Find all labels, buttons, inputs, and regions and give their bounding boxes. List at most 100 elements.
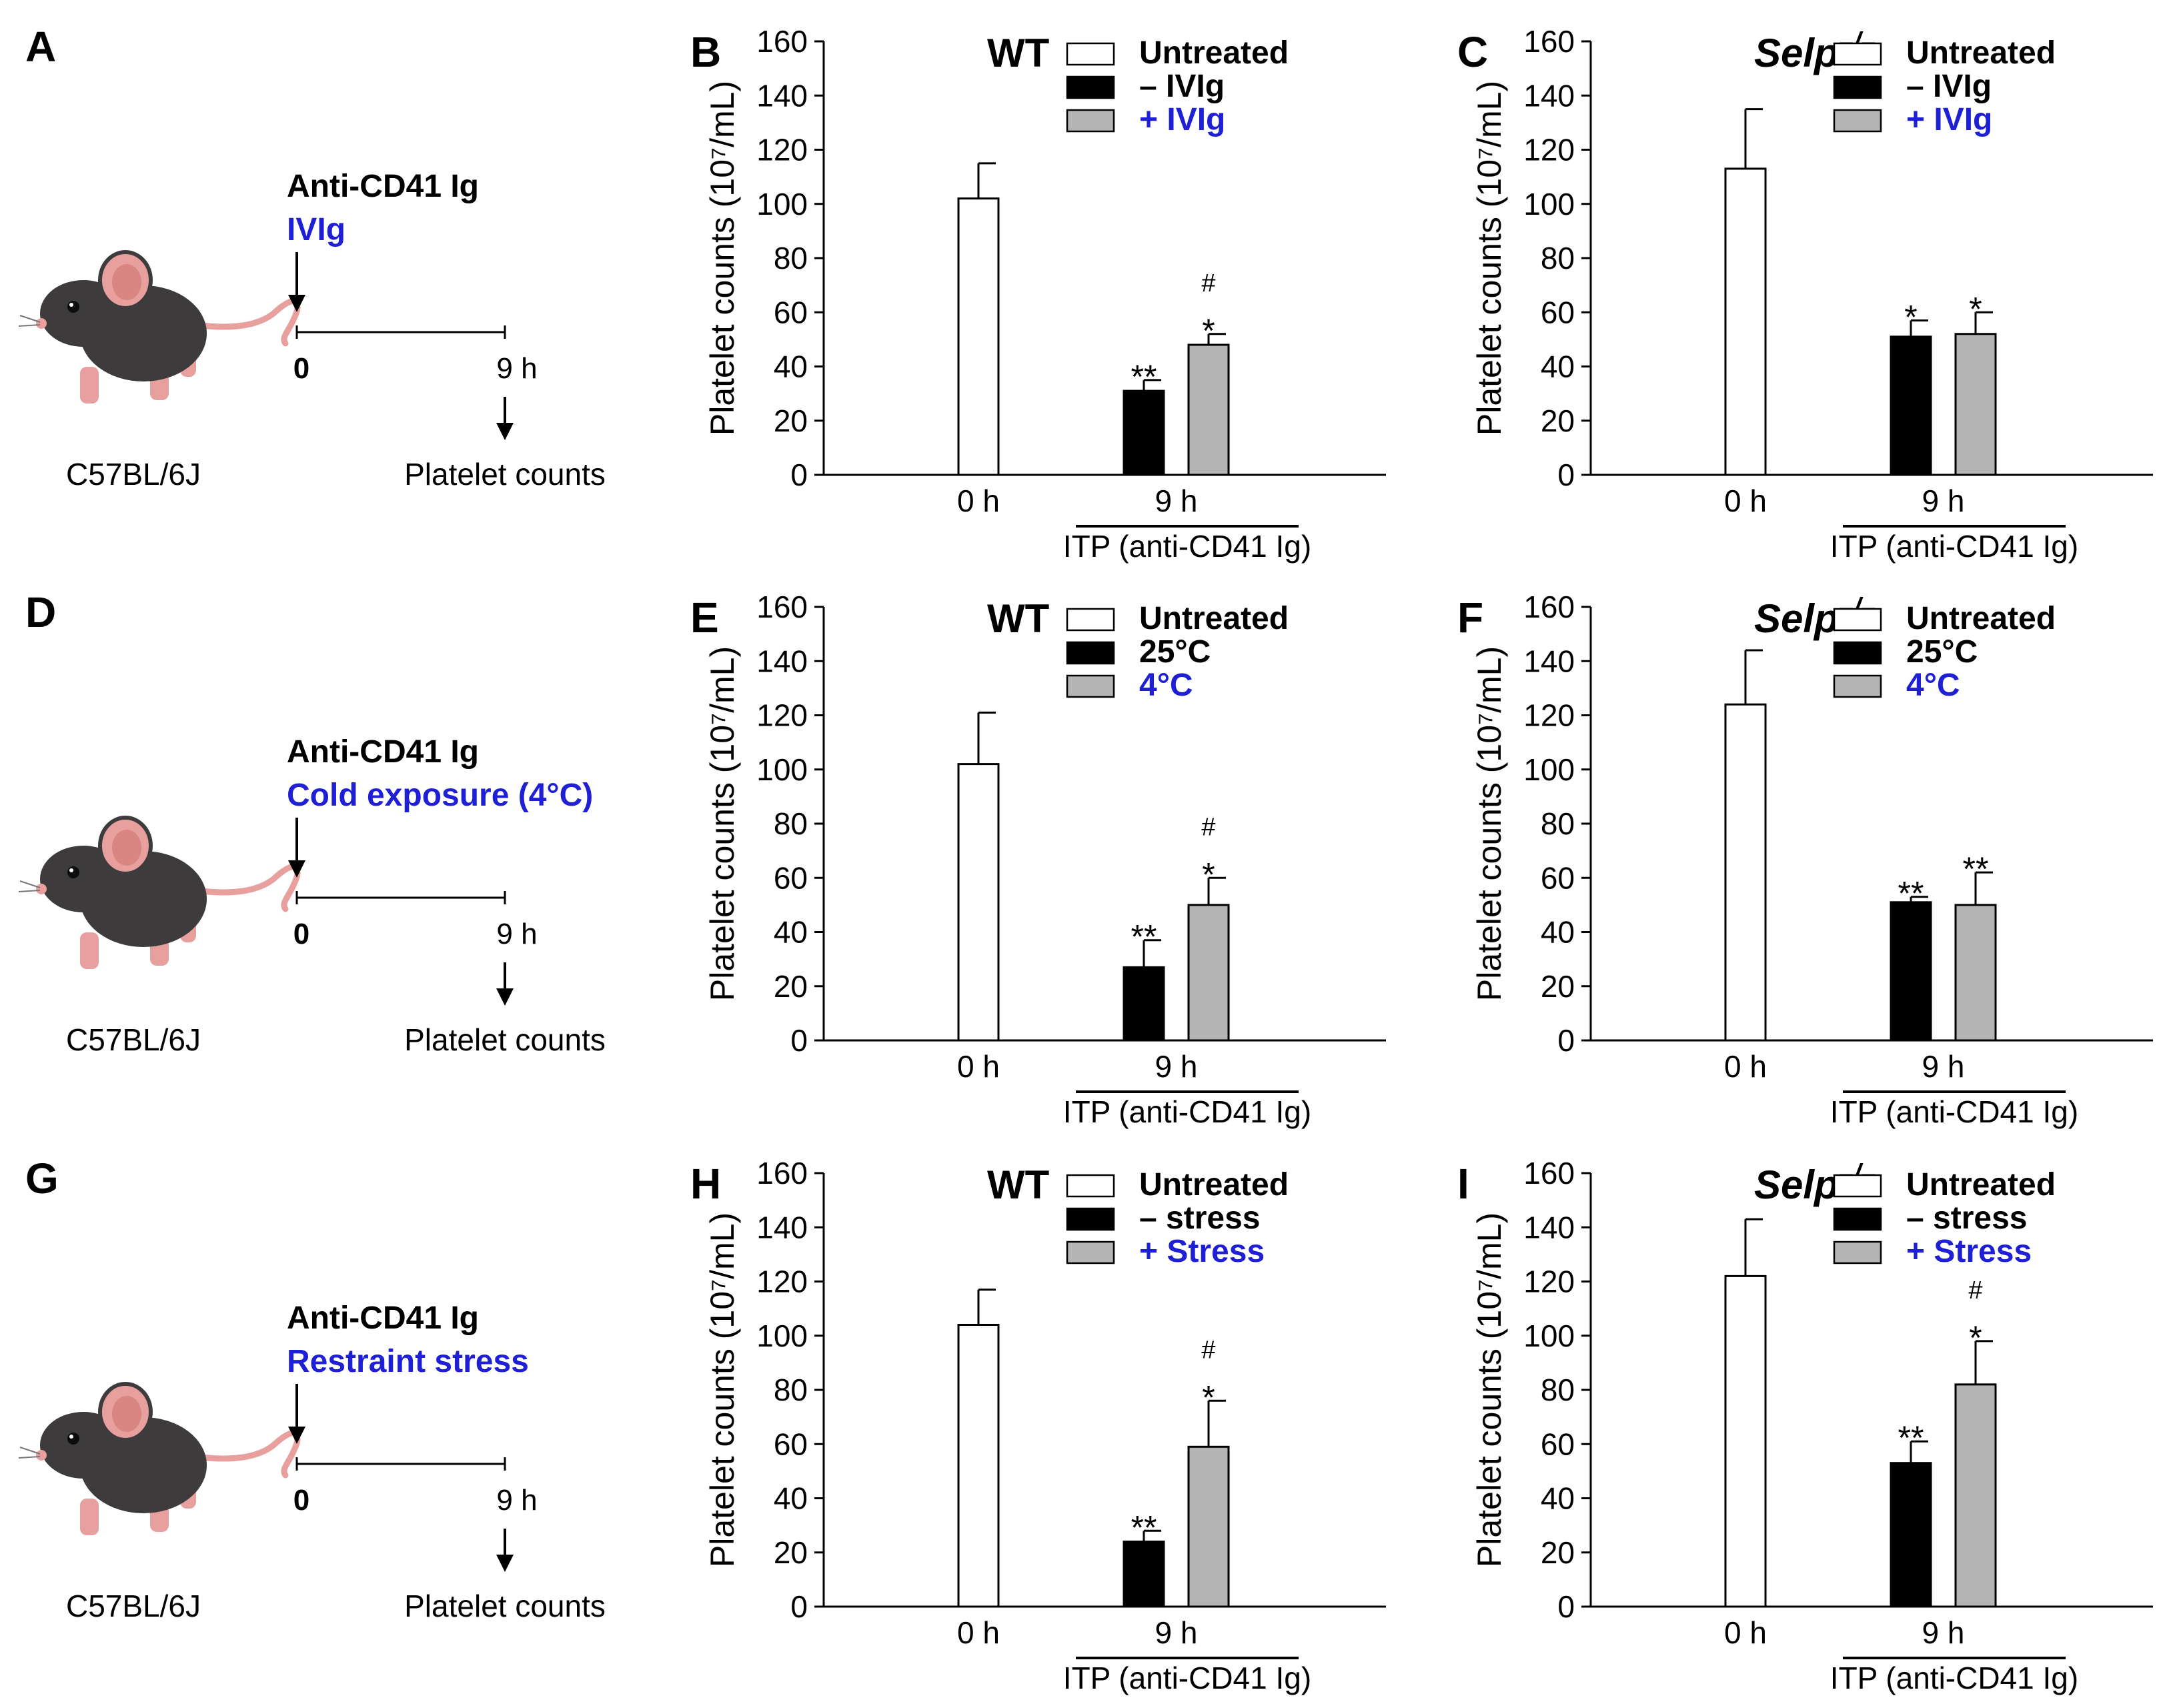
bar-series-2 bbox=[1123, 1541, 1165, 1608]
legend-swatch bbox=[1066, 674, 1115, 698]
legend-label: + IVIg bbox=[1906, 102, 1992, 137]
mouse-eye bbox=[67, 866, 79, 878]
legend-swatch bbox=[1833, 674, 1882, 698]
group-label: ITP (anti-CD41 Ig) bbox=[1063, 1094, 1311, 1129]
y-tick-label: 40 bbox=[1541, 915, 1575, 950]
y-tick-label: 120 bbox=[756, 1264, 808, 1299]
y-tick-label: 20 bbox=[1541, 403, 1575, 438]
significance-star: ** bbox=[1898, 1419, 1924, 1457]
mouse-ear-inner bbox=[112, 264, 141, 300]
legend-swatch bbox=[1833, 1240, 1882, 1264]
significance-star: * bbox=[1904, 298, 1917, 335]
mouse-leg bbox=[80, 932, 99, 969]
y-tick-label: 60 bbox=[1541, 1427, 1575, 1461]
group-label: ITP (anti-CD41 Ig) bbox=[1063, 529, 1311, 564]
bar-series-2 bbox=[1123, 389, 1165, 476]
timeline-end-label: 9 h bbox=[496, 1484, 537, 1517]
group-label: ITP (anti-CD41 Ig) bbox=[1830, 1094, 2078, 1129]
significance-star: ** bbox=[1963, 850, 1989, 888]
genotype-title: WT bbox=[987, 31, 1049, 75]
x-category-label: 9 h bbox=[1922, 484, 1965, 518]
timeline-end-label: 9 h bbox=[496, 918, 537, 950]
dose-arrow-head bbox=[288, 860, 305, 878]
legend-label: + IVIg bbox=[1139, 102, 1225, 137]
y-tick-label: 0 bbox=[790, 458, 808, 492]
y-tick-label: 20 bbox=[1541, 969, 1575, 1004]
mouse-leg bbox=[80, 367, 99, 403]
significance-star: * bbox=[1202, 312, 1215, 349]
y-tick-label: 160 bbox=[1523, 590, 1575, 624]
legend-swatch bbox=[1833, 75, 1882, 99]
y-tick-label: 40 bbox=[774, 915, 808, 950]
y-tick-label: 100 bbox=[756, 1319, 808, 1353]
y-tick-label: 60 bbox=[1541, 860, 1575, 895]
mouse-whisker bbox=[18, 1456, 41, 1459]
y-tick-label: 0 bbox=[1557, 1589, 1575, 1624]
scheme-intervention-label: IVIg bbox=[287, 212, 345, 247]
legend-swatch bbox=[1833, 109, 1882, 133]
readout-arrow-head bbox=[496, 423, 514, 440]
y-tick-label: 80 bbox=[1541, 241, 1575, 275]
y-tick-label: 80 bbox=[774, 241, 808, 275]
scheme-intervention-label: Restraint stress bbox=[287, 1344, 529, 1379]
legend-label: – stress bbox=[1139, 1200, 1260, 1236]
timeline-start-label: 0 bbox=[293, 918, 309, 950]
significance-hash: # bbox=[1968, 1276, 1982, 1305]
group-label: ITP (anti-CD41 Ig) bbox=[1063, 1661, 1311, 1695]
legend-label: + Stress bbox=[1139, 1234, 1265, 1269]
legend-label: – IVIg bbox=[1906, 69, 1992, 104]
x-category-label: 9 h bbox=[1155, 484, 1198, 518]
bar-series-2 bbox=[1123, 966, 1165, 1042]
bar-untreated bbox=[1724, 703, 1767, 1042]
mouse-whisker bbox=[18, 324, 41, 327]
legend-swatch bbox=[1833, 1207, 1882, 1231]
mouse-eye bbox=[67, 1433, 79, 1445]
mouse-tail bbox=[183, 298, 301, 347]
y-tick-label: 140 bbox=[756, 78, 808, 113]
chart-panel-b: B WT 0 20 40 60 80 100 120 140 160 Platelet counts … bbox=[690, 24, 1386, 564]
panel-letter: G bbox=[25, 1154, 59, 1202]
y-tick-label: 120 bbox=[1523, 698, 1575, 733]
y-tick-label: 160 bbox=[1523, 1156, 1575, 1190]
legend-label: 25°C bbox=[1139, 634, 1211, 670]
legend-label: 25°C bbox=[1906, 634, 1978, 670]
y-tick-label: 100 bbox=[1523, 752, 1575, 787]
timeline-start-label: 0 bbox=[293, 1484, 309, 1517]
timeline-start-label: 0 bbox=[293, 352, 309, 385]
legend-swatch bbox=[1833, 608, 1882, 632]
legend-label: Untreated bbox=[1906, 1167, 2056, 1202]
strain-label: C57BL/6J bbox=[66, 1589, 201, 1623]
y-tick-label: 80 bbox=[1541, 806, 1575, 841]
bar-untreated bbox=[957, 763, 1000, 1042]
mouse-nose bbox=[36, 884, 47, 894]
y-tick-label: 0 bbox=[790, 1589, 808, 1624]
bar-series-3 bbox=[1954, 904, 1997, 1042]
y-tick-label: 40 bbox=[774, 1481, 808, 1516]
bar-series-2 bbox=[1890, 1462, 1932, 1608]
scheme-intervention-label: Cold exposure (4°C) bbox=[287, 778, 593, 813]
y-tick-label: 20 bbox=[774, 403, 808, 438]
significance-hash: # bbox=[1201, 813, 1215, 841]
strain-label: C57BL/6J bbox=[66, 1022, 201, 1057]
significance-star: * bbox=[1969, 290, 1982, 327]
y-axis-label: Platelet counts (10⁷/mL) bbox=[704, 646, 741, 1001]
scheme-treatment-label: Anti-CD41 Ig bbox=[287, 169, 479, 204]
y-axis-label: Platelet counts (10⁷/mL) bbox=[704, 81, 741, 436]
panel-letter: F bbox=[1457, 594, 1483, 642]
y-axis-label: Platelet counts (10⁷/mL) bbox=[1471, 646, 1508, 1001]
genotype-title: WT bbox=[987, 596, 1049, 641]
y-tick-label: 160 bbox=[756, 24, 808, 59]
significance-star: ** bbox=[1898, 875, 1924, 912]
y-tick-label: 40 bbox=[774, 349, 808, 384]
y-tick-label: 0 bbox=[1557, 1023, 1575, 1058]
readout-label: Platelet counts bbox=[404, 1589, 606, 1623]
strain-label: C57BL/6J bbox=[66, 457, 201, 492]
legend-swatch bbox=[1833, 641, 1882, 665]
y-tick-label: 120 bbox=[1523, 133, 1575, 167]
significance-star: ** bbox=[1131, 918, 1157, 956]
mouse-whisker bbox=[19, 315, 41, 323]
mouse-icon bbox=[18, 816, 301, 969]
y-tick-label: 140 bbox=[756, 1210, 808, 1244]
